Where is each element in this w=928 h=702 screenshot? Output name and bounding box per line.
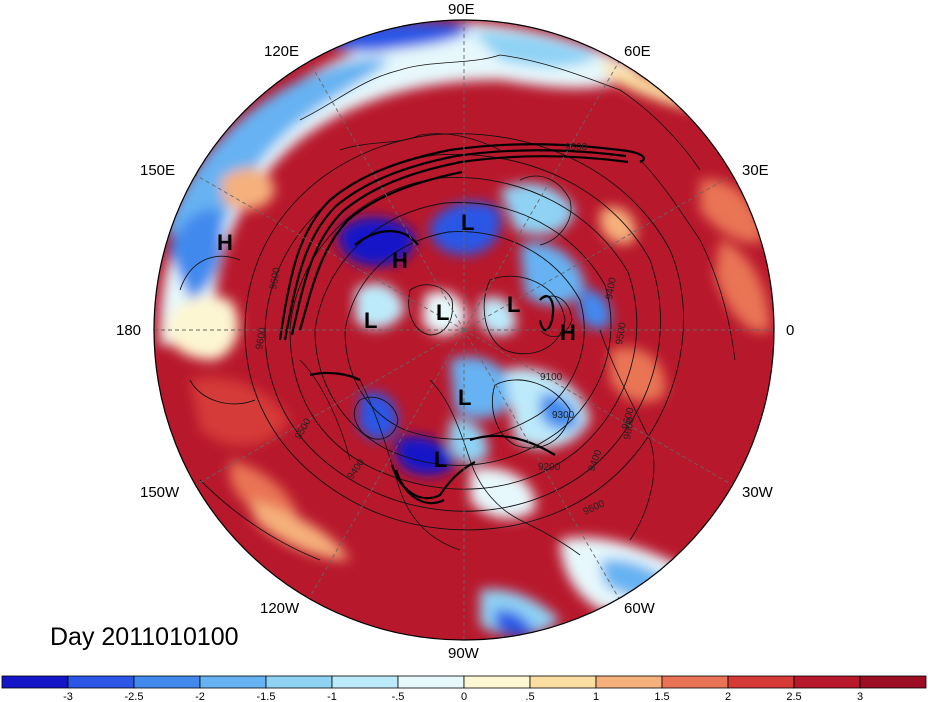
colorbar-tick-label: -.5 [392,691,405,702]
colorbar-swatch [331,675,399,689]
colorbar-tick-label: 0 [461,691,467,702]
lon-label-150w: 150W [140,484,180,501]
colorbar-swatch [397,675,465,689]
colorbar-tick-label: 2 [725,691,731,702]
contour-label: 9600 [565,142,588,153]
contour-label: 9400 [604,276,619,300]
colorbar-tick-label: -3 [63,691,73,702]
high-marker: H [560,320,576,345]
low-marker: L [461,210,474,235]
high-marker: H [392,248,408,273]
lon-label-60w: 60W [624,600,656,617]
colorbar-swatch [859,675,927,689]
colorbar-swatch [727,675,795,689]
colorbar-swatch [265,675,333,689]
colorbar-tick-label: -1 [327,691,337,702]
contour-label: 9600 [268,266,283,290]
colorbar-swatch [67,675,135,689]
low-marker: L [364,308,377,333]
colorbar-tick-label: 1.5 [654,691,669,702]
lon-label-60e: 60E [624,43,651,60]
low-marker: L [458,385,471,410]
colorbar-tick-label: 3 [857,691,863,702]
colorbar: -3 -2.5 -2 -1.5 -1 -.5 0 .5 1 1.5 2 2.5 3 [1,675,927,702]
colorbar-tick-label: -2 [195,691,205,702]
contour-label: 9600 [622,416,637,440]
high-marker: H [217,230,233,255]
pressure-markers: H H H L L L L L L [217,210,576,472]
low-marker: L [436,300,449,325]
colorbar-tick-label: .5 [525,691,534,702]
contour-label: 9500 [614,321,629,345]
map-title: Day 2011010100 [50,623,239,651]
lon-label-120w: 120W [260,600,300,617]
lon-label-180: 180 [116,322,141,339]
colorbar-swatch [661,675,729,689]
coastlines [299,54,736,556]
colorbar-swatch [595,675,663,689]
colorbar-swatch [133,675,201,689]
colorbar-swatch [463,675,531,689]
colorbar-tick-label: 2.5 [786,691,801,702]
contour-label: 9100 [540,372,563,383]
low-marker: L [434,447,447,472]
lon-label-150e: 150E [140,162,175,179]
contour-label: 9600 [254,326,269,350]
lon-label-30w: 30W [742,484,774,501]
colorbar-tick-label: -2.5 [125,691,144,702]
graticule [154,20,774,640]
contour-label: 9300 [552,410,575,421]
lon-label-30e: 30E [742,162,769,179]
low-marker: L [507,292,520,317]
colorbar-swatch [529,675,597,689]
map-boundary [153,19,775,641]
lon-label-0: 0 [786,322,794,339]
colorbar-swatch [793,675,861,689]
contour-label: 9200 [538,462,561,473]
lon-label-120e: 120E [264,43,299,60]
lon-label-90e: 90E [448,1,475,18]
jet-contours [278,143,646,505]
colorbar-tick-label: 1 [593,691,599,702]
longitude-labels: 90E 60E 30E 0 30W 60W 90W 120W 150W 180 … [116,1,794,662]
anomaly-field [154,20,774,640]
colorbar-tick-label: -1.5 [257,691,276,702]
lon-label-90w: 90W [448,645,480,662]
colorbar-swatch [1,675,69,689]
colorbar-swatch [199,675,267,689]
